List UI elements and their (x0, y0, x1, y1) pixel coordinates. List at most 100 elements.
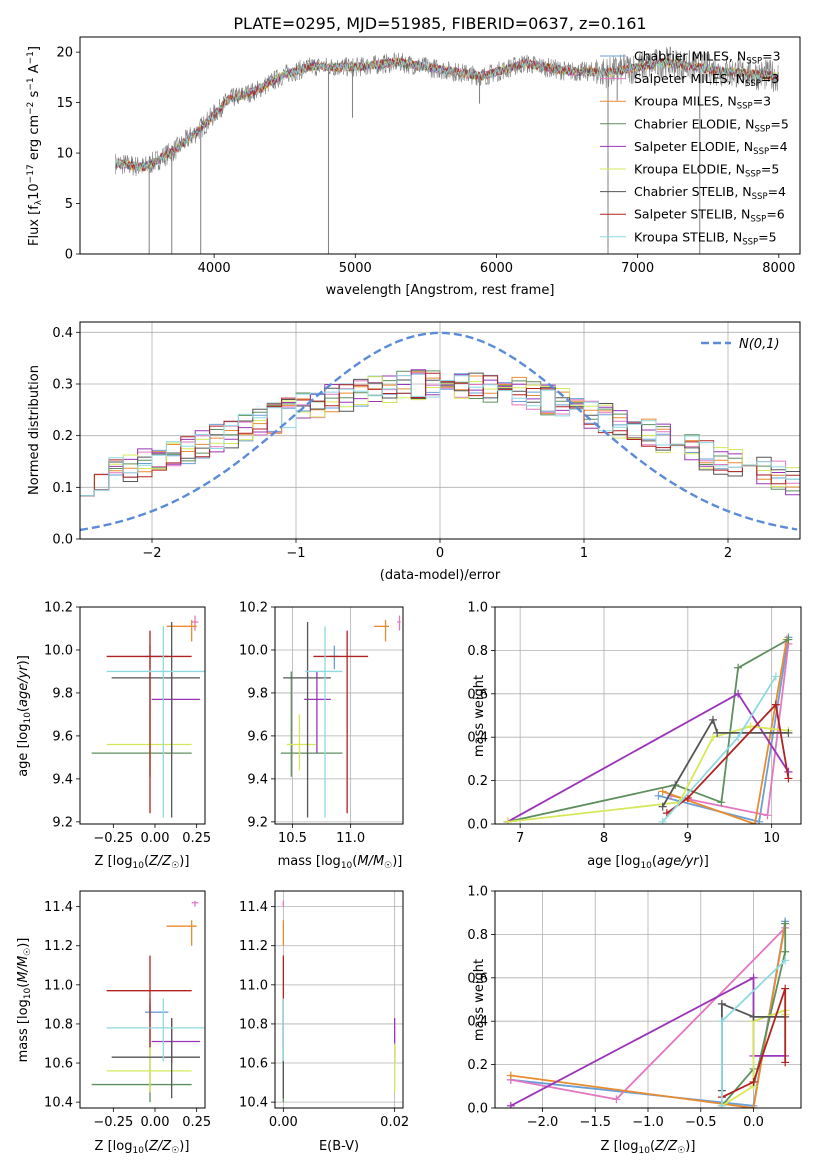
weight-point (506, 1101, 515, 1108)
salpeter-stelib-errorbar (106, 955, 192, 1048)
x-tick-label: −0.25 (93, 1115, 133, 1130)
legend-entry: N(0,1) (739, 337, 780, 352)
weight-point (658, 817, 667, 824)
y-tick-label: 0.4 (52, 326, 73, 341)
weight-point (654, 791, 663, 800)
weight-point (755, 817, 764, 824)
y-tick-label: 10.8 (239, 1017, 268, 1032)
y-tick-label: 9.4 (52, 772, 73, 787)
weight-point (781, 956, 790, 965)
spectrum-panel: 4000 5000 6000 7000 8000 0 5 10 15 20 wavelength [… (26, 36, 801, 298)
weight-point (717, 999, 726, 1008)
y-tick-label: 0.2 (52, 429, 73, 444)
x-tick-label: 0.25 (182, 831, 211, 846)
y-tick-label: 10.0 (239, 643, 268, 658)
salpeter-elodie-weight-line (507, 692, 790, 823)
x-axis-label: age [log10(age/yr)] (587, 854, 709, 871)
axes-frame: 4000 5000 6000 7000 8000 0 5 10 15 20 (56, 36, 801, 276)
x-tick-label: 1 (580, 546, 588, 561)
weight-point (708, 733, 717, 742)
axes-frame: 7 8 9 10 0.0 0.2 0.4 0.6 0.8 1.0 (467, 601, 802, 846)
x-tick-label: −2.0 (527, 1115, 559, 1130)
x-tick-label: −1.0 (632, 1115, 664, 1130)
y-tick-label: 0.2 (467, 774, 488, 789)
y-tick-label: 5 (65, 197, 73, 212)
plot-area (91, 900, 205, 1103)
y-tick-label: 0.8 (467, 928, 488, 943)
axes-frame: −2 −1 0 1 2 0.0 0.1 0.2 0.3 0.4 (52, 321, 801, 561)
age-vs-mass-panel: 10.5 11.0 9.2 9.4 9.6 9.8 10.0 10.2 mass [log10(… (239, 601, 404, 871)
y-tick-label: 0.4 (467, 1015, 488, 1030)
weight-point (658, 802, 667, 811)
y-tick-label: 0.3 (52, 378, 73, 393)
legend-entry: Kroupa ELODIE, NSSP=5 (634, 162, 779, 180)
y-tick-label: 11.2 (44, 939, 73, 954)
chabrier-elodie-errorbar (280, 671, 343, 777)
plot-area (91, 615, 205, 818)
weight-point (749, 1104, 758, 1108)
plot-area (506, 917, 790, 1108)
x-axis-label: wavelength [Angstrom, rest frame] (326, 283, 555, 298)
y-tick-label: 1.0 (467, 601, 488, 616)
salpeter-elodie-errorbar (151, 1018, 200, 1064)
x-tick-label: 0 (436, 546, 444, 561)
weight-point (784, 635, 793, 644)
y-tick-label: 11.0 (239, 978, 268, 993)
salpeter-stelib-errorbar (313, 630, 369, 814)
x-tick-label: 0.02 (380, 1115, 409, 1130)
salpeter-miles-errorbar (191, 900, 199, 907)
weight-point (708, 715, 717, 724)
x-tick-label: 0.00 (141, 1115, 170, 1130)
x-tick-label: 6000 (480, 261, 513, 276)
x-tick-label: 11.0 (336, 831, 365, 846)
y-tick-label: 9.6 (247, 729, 268, 744)
chabrier-miles-errorbar (145, 1004, 169, 1021)
weight-vs-metallicity-panel: −2.0 −1.5 −1.0 −0.5 0.0 0.0 0.2 0.4 0.6 0.8 1.0 Z [… (467, 885, 802, 1156)
axes-border (494, 606, 802, 825)
y-tick-label: 0.2 (467, 1058, 488, 1073)
weight-point (734, 689, 743, 698)
kroupa-stelib-model-line (114, 58, 779, 172)
weight-point (781, 919, 790, 928)
y-axis-label: age [log10(age/yr)] (16, 655, 33, 777)
x-tick-label: 4000 (198, 261, 231, 276)
legend-entry: Chabrier MILES, NSSP=3 (634, 49, 781, 67)
y-tick-label: 0.0 (52, 533, 73, 548)
salpeter-elodie-errorbar (304, 671, 331, 754)
weight-point (683, 793, 692, 802)
legend-entry: Salpeter STELIB, NSSP=6 (634, 207, 785, 225)
weight-point (763, 811, 772, 820)
y-tick-label: 0.0 (467, 818, 488, 833)
x-tick-label: 2 (724, 546, 732, 561)
grid (275, 891, 403, 1108)
y-tick-label: 0.8 (467, 644, 488, 659)
axes-frame: 0.00 0.02 10.4 10.6 10.8 11.0 11.2 11.4 (239, 890, 409, 1130)
axes-border (274, 890, 404, 1109)
weight-point (717, 1017, 726, 1026)
chabrier-stelib-errorbar (111, 1018, 200, 1099)
x-tick-label: 7000 (621, 261, 654, 276)
weight-point (749, 1012, 758, 1021)
kroupa-elodie-errorbar (106, 714, 192, 771)
kroupa-elodie-errorbar (106, 1043, 192, 1093)
y-tick-label: 0.6 (467, 971, 488, 986)
legend-entry: Kroupa STELIB, NSSP=5 (634, 229, 777, 247)
plot-area (80, 331, 800, 532)
y-tick-label: 0.1 (52, 481, 73, 496)
x-axis-label: E(B-V) (319, 1139, 359, 1154)
y-tick-label: 0.6 (467, 687, 488, 702)
y-tick-label: 9.2 (52, 815, 73, 830)
chabrier-elodie-errorbar (91, 998, 192, 1103)
x-tick-label: −0.5 (685, 1115, 717, 1130)
y-tick-label: 11.0 (44, 978, 73, 993)
kroupa-miles-errorbar (166, 920, 197, 946)
x-axis-label: (data-model)/error (380, 568, 501, 583)
weight-point (612, 1095, 621, 1104)
y-tick-label: 20 (56, 46, 73, 61)
kroupa-stelib-errorbar (106, 998, 205, 1062)
y-axis-label: Normed distribution (27, 365, 42, 495)
y-axis-label: Flux [fλ10−17 erg cm−2 s−1 A−1] (26, 46, 44, 246)
plot-area (280, 615, 401, 818)
axes-frame: −0.25 0.00 0.25 9.2 9.4 9.6 9.8 10.0 10.2 (44, 601, 211, 847)
